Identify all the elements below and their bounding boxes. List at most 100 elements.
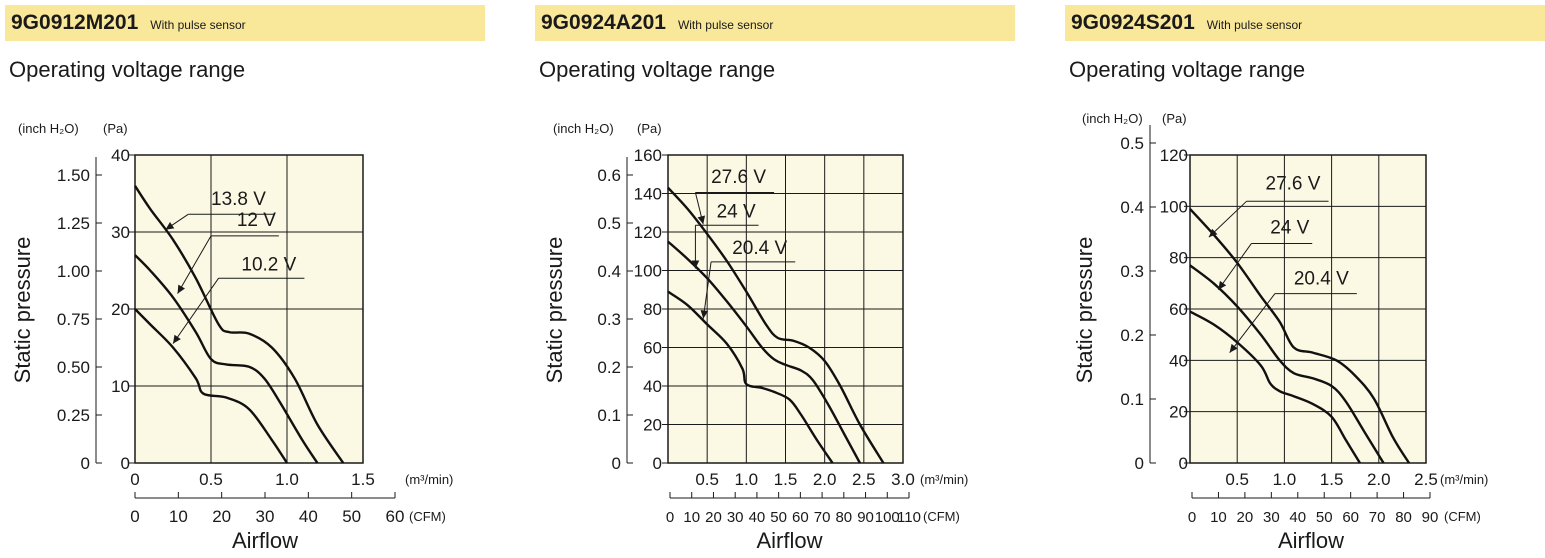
y-tick-label-pa: 160 (634, 146, 662, 165)
y-tick-label-inch: 0.1 (1120, 390, 1144, 409)
y-tick-label-pa: 80 (643, 300, 662, 319)
model-header: 9G0924A201 With pulse sensor (535, 5, 1015, 41)
series-label-2: 20.4 V (732, 238, 787, 259)
y-tick-label-pa: 30 (111, 223, 130, 242)
model-header: 9G0924S201 With pulse sensor (1065, 5, 1545, 41)
cfm-tick-label: 110 (897, 509, 921, 526)
model-title: 9G0924A201 With pulse sensor (541, 11, 774, 34)
x-tick-label: 2.0 (813, 470, 837, 489)
y-tick-label-inch: 0.6 (597, 166, 621, 185)
cfm-tick-label: 50 (1316, 509, 1333, 526)
cfm-tick-label: 60 (792, 509, 809, 526)
series-label-1: 12 V (237, 210, 276, 231)
series-line-0 (1189, 208, 1411, 464)
model-title: 9G0924S201 With pulse sensor (1071, 11, 1303, 34)
series-label-1: 24 V (717, 202, 756, 223)
y-tick-label-inch: 0.3 (1120, 262, 1144, 281)
y-unit-pa: (Pa) (637, 121, 662, 136)
x-tick-label: 1.0 (275, 470, 299, 489)
y-unit-inch: (inch H₂O) (553, 121, 614, 136)
cfm-tick-label: 60 (386, 507, 405, 526)
series-label-arrow (700, 310, 709, 319)
series-line-2 (134, 308, 289, 464)
y-tick-label-pa: 20 (1169, 403, 1188, 422)
series-label-arrow (1208, 228, 1218, 238)
cfm-tick-label: 50 (342, 507, 361, 526)
x-unit-secondary: (CFM) (1444, 509, 1481, 524)
y-tick-label-pa: 0 (1179, 454, 1188, 473)
series-line-0 (667, 186, 885, 464)
chart-subtitle: Operating voltage range (9, 57, 246, 82)
series-label-2: 10.2 V (241, 255, 296, 276)
y-tick-label-inch: 0.50 (57, 358, 90, 377)
x-tick-label: 2.0 (1367, 470, 1391, 489)
y-tick-label-pa: 0 (653, 454, 662, 473)
y-tick-label-inch: 1.25 (57, 214, 90, 233)
x-tick-label: 0.5 (199, 470, 223, 489)
y-tick-label-inch: 0.2 (1120, 326, 1144, 345)
x-tick-label: 0.5 (1225, 470, 1249, 489)
cfm-tick-label: 20 (705, 509, 722, 526)
y-axis-title: Static pressure (10, 237, 35, 384)
y-tick-label-pa: 100 (1160, 197, 1188, 216)
series-label-leader (1208, 200, 1247, 238)
y-axis-title: Static pressure (542, 237, 567, 384)
y-tick-label-inch: 0.4 (1120, 198, 1144, 217)
series-label-arrow (177, 284, 185, 294)
x-unit-primary: (m³/min) (405, 472, 453, 487)
series-line-1 (1189, 264, 1385, 464)
chart-panel-3: 9G0924S201 With pulse sensor Operating vo… (1065, 0, 1545, 558)
y-tick-label-pa: 120 (634, 223, 662, 242)
cfm-tick-label: 40 (299, 507, 318, 526)
model-note: With pulse sensor (150, 18, 246, 32)
cfm-tick-label: 20 (1237, 509, 1254, 526)
y-tick-label-inch: 0 (81, 454, 90, 473)
series-label-leader (702, 261, 712, 319)
model-title: 9G0912M201 With pulse sensor (11, 11, 246, 34)
cfm-tick-label: 90 (1422, 509, 1439, 526)
y-unit-inch: (inch H₂O) (18, 121, 79, 136)
series-label-arrow (697, 215, 706, 225)
model-header: 9G0912M201 With pulse sensor (5, 5, 485, 41)
x-tick-label: 1.5 (774, 470, 798, 489)
series-label-leader (1217, 243, 1252, 291)
chart-subtitle: Operating voltage range (539, 57, 776, 82)
cfm-tick-label: 30 (256, 507, 275, 526)
x-axis-title: Airflow (232, 528, 298, 553)
series-label-arrow (691, 260, 700, 269)
cfm-tick-label: 0 (1188, 509, 1196, 526)
x-tick-label: 0 (130, 470, 139, 489)
x-unit-primary: (m³/min) (1440, 472, 1488, 487)
y-tick-label-pa: 60 (1169, 300, 1188, 319)
y-tick-label-inch: 0.2 (597, 358, 621, 377)
cfm-tick-label: 40 (749, 509, 766, 526)
x-unit-secondary: (CFM) (409, 509, 446, 524)
y-tick-label-pa: 20 (111, 300, 130, 319)
cfm-tick-label: 10 (683, 509, 700, 526)
y-tick-label-pa: 10 (111, 377, 130, 396)
series-label-leader (177, 235, 212, 294)
cfm-tick-label: 60 (1342, 509, 1359, 526)
x-tick-label: 3.0 (891, 470, 915, 489)
pq-chart: 01020304000.250.500.751.001.251.50(inch … (10, 121, 453, 553)
cfm-tick-label: 40 (1289, 509, 1306, 526)
chart-panel-2: 9G0924A201 With pulse sensor Operating vo… (535, 0, 1015, 558)
series-line-1 (134, 254, 319, 464)
y-tick-label-inch: 1.50 (57, 166, 90, 185)
series-label-0: 13.8 V (211, 189, 266, 210)
cfm-tick-label: 30 (1263, 509, 1280, 526)
y-axis-title: Static pressure (1072, 237, 1097, 384)
y-unit-pa: (Pa) (1162, 111, 1187, 126)
cfm-tick-label: 50 (770, 509, 787, 526)
y-unit-pa: (Pa) (103, 121, 128, 136)
x-tick-label: 2.5 (852, 470, 876, 489)
cfm-tick-label: 80 (835, 509, 852, 526)
x-tick-label: 1.0 (735, 470, 759, 489)
x-unit-primary: (m³/min) (920, 472, 968, 487)
series-label-leader (172, 277, 220, 344)
y-tick-label-pa: 0 (121, 454, 130, 473)
y-unit-inch: (inch H₂O) (1082, 111, 1143, 126)
series-label-2: 20.4 V (1294, 269, 1349, 290)
series-label-1: 24 V (1270, 217, 1309, 238)
